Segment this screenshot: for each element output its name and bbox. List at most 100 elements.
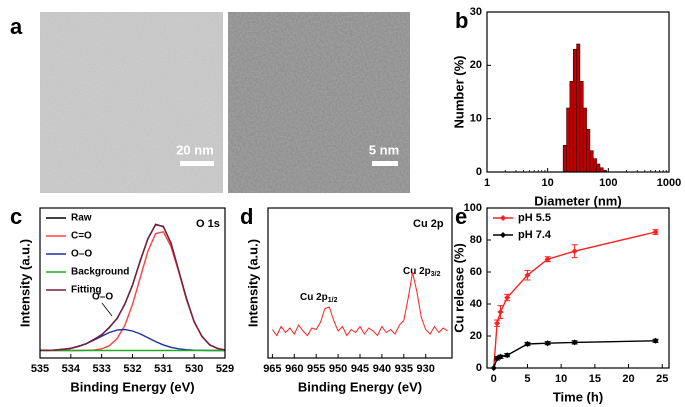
bar <box>589 150 594 173</box>
legend-label: pH 5.5 <box>518 212 551 224</box>
x-tick-label: 955 <box>307 363 325 375</box>
legend-label: Fitting <box>71 285 102 296</box>
bar <box>582 107 587 173</box>
x-tick-label: 945 <box>351 363 369 375</box>
annotation-subscript: 3/2 <box>431 271 441 278</box>
bar <box>566 107 571 173</box>
panel-label: d <box>240 204 253 229</box>
y-tick-label: 40 <box>470 298 482 310</box>
series-line <box>40 328 225 352</box>
x-tick-label: 10 <box>542 177 554 189</box>
bar <box>596 163 601 173</box>
plot-frame <box>39 207 226 359</box>
marker <box>652 229 659 235</box>
series-line <box>40 224 226 352</box>
bar <box>586 129 591 173</box>
legend-marker <box>500 232 506 238</box>
bar <box>592 158 597 173</box>
legend-label: Raw <box>71 213 92 224</box>
plot-frame <box>486 11 670 173</box>
annotation: O 1s <box>196 218 220 230</box>
scale-bar-label: 20 nm <box>176 142 214 157</box>
y-axis-label: Intensity (a.u.) <box>17 239 32 327</box>
legend-label: C=O <box>71 231 92 242</box>
x-tick-label: 530 <box>185 363 203 375</box>
marker <box>524 341 531 347</box>
annotation: Cu 2p3/2 <box>403 266 441 278</box>
y-tick-label: 0 <box>476 166 482 178</box>
x-tick-label: 960 <box>285 363 303 375</box>
legend-label: Background <box>71 267 129 278</box>
bar <box>599 167 604 173</box>
x-tick-label: 940 <box>373 363 391 375</box>
y-tick-label: 60 <box>470 266 482 278</box>
x-tick-label: 1 <box>484 177 490 189</box>
x-axis-label: Diameter (nm) <box>534 193 621 208</box>
x-tick-label: 531 <box>154 363 172 375</box>
marker <box>524 272 531 279</box>
annotation-pointer <box>101 302 113 317</box>
x-tick-label: 10 <box>555 373 567 385</box>
x-tick-label: 535 <box>31 363 49 375</box>
x-tick-label: 25 <box>656 373 668 385</box>
y-tick-label: 0 <box>476 362 482 374</box>
series-line <box>271 272 448 337</box>
x-tick-label: 930 <box>417 363 435 375</box>
marker <box>544 340 551 347</box>
annotation-text: Cu 2p <box>300 292 328 303</box>
scale-bar-label: 5 nm <box>369 142 399 157</box>
x-tick-label: 1000 <box>657 177 681 189</box>
x-tick-label: 0 <box>491 373 497 385</box>
bar <box>572 49 577 173</box>
y-axis-label: Cu release (%) <box>451 243 466 333</box>
marker <box>504 352 511 359</box>
marker <box>571 339 578 346</box>
annotation-subscript: 1/2 <box>328 297 338 304</box>
annotation: Cu 2p1/2 <box>300 292 338 304</box>
legend-label: pH 7.4 <box>518 229 552 241</box>
y-axis-label: Number (%) <box>451 56 466 129</box>
x-axis-label: Time (h) <box>553 389 603 404</box>
y-tick-label: 10 <box>470 113 482 125</box>
panel-label: a <box>10 14 23 39</box>
panel-label: e <box>455 204 467 229</box>
y-axis-label: Intensity (a.u.) <box>245 239 260 327</box>
x-tick-label: 529 <box>216 363 234 375</box>
legend-label: O–O <box>71 249 92 260</box>
panel-label: c <box>10 204 22 229</box>
marker <box>494 320 501 327</box>
x-axis-label: Binding Energy (eV) <box>298 379 422 394</box>
bar <box>579 81 584 173</box>
x-tick-label: 533 <box>92 363 110 375</box>
legend-marker <box>500 215 506 221</box>
x-tick-label: 532 <box>123 363 141 375</box>
y-tick-label: 20 <box>470 330 482 342</box>
x-tick-label: 950 <box>329 363 347 375</box>
x-tick-label: 935 <box>395 363 413 375</box>
marker <box>497 353 504 360</box>
x-tick-label: 5 <box>524 373 530 385</box>
bar <box>576 43 581 173</box>
marker <box>652 337 659 344</box>
bar <box>569 81 574 173</box>
x-tick-label: 15 <box>589 373 601 385</box>
y-tick-label: 80 <box>470 234 482 246</box>
x-tick-label: 20 <box>622 373 634 385</box>
y-tick-label: 30 <box>470 6 482 18</box>
panel-label: b <box>455 8 468 33</box>
x-tick-label: 534 <box>62 363 81 375</box>
scale-bar <box>372 161 398 166</box>
x-tick-label: 100 <box>599 177 617 189</box>
y-tick-label: 20 <box>470 59 482 71</box>
marker <box>497 309 504 315</box>
annotation: Cu 2p <box>413 218 444 230</box>
scale-bar <box>180 161 214 166</box>
x-tick-label: 965 <box>263 363 281 375</box>
x-axis-label: Binding Energy (eV) <box>70 379 194 394</box>
plot-frame <box>267 207 453 359</box>
y-tick-label: 100 <box>464 202 482 214</box>
marker <box>571 248 578 255</box>
bar <box>562 145 567 173</box>
plot-frame <box>486 207 670 369</box>
